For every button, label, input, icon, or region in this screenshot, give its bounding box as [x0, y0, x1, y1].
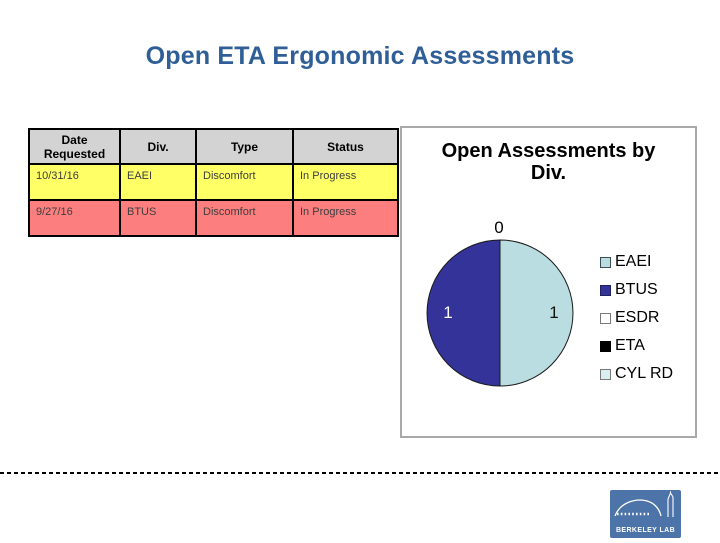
col-header-status: Status — [292, 128, 399, 165]
legend-item-eta: ETA — [600, 332, 673, 360]
legend-item-cyl-rd: CYL RD — [600, 360, 673, 388]
cell-status: In Progress — [292, 163, 399, 201]
pie-label-eaei: 1 — [549, 303, 558, 322]
legend-label: BTUS — [615, 281, 658, 298]
logo-text: BERKELEY LAB — [616, 527, 675, 534]
cell-type: Discomfort — [195, 163, 294, 201]
pie-chart-panel: Open Assessments by Div. 0 1 1 EAEI BTUS… — [400, 126, 697, 438]
legend-item-eaei: EAEI — [600, 248, 673, 276]
cell-type: Discomfort — [195, 199, 294, 237]
col-header-type: Type — [195, 128, 294, 165]
page-title: Open ETA Ergonomic Assessments — [145, 42, 575, 70]
pie-label-btus: 1 — [443, 303, 452, 322]
footer-divider — [0, 472, 720, 474]
legend-item-esdr: ESDR — [600, 304, 673, 332]
pie-slice-btus — [426, 239, 501, 387]
legend-label: CYL RD — [615, 365, 674, 382]
tower-outline — [667, 491, 674, 517]
legend-label: ETA — [615, 337, 645, 354]
cell-date: 9/27/16 — [28, 199, 121, 237]
legend-swatch-eta — [600, 340, 611, 352]
pie-chart: 0 1 1 — [426, 218, 574, 387]
dome-outline — [614, 499, 662, 517]
cell-div: BTUS — [119, 199, 197, 237]
berkeley-lab-logo: BERKELEY LAB — [610, 490, 681, 538]
chart-title: Open Assessments by Div. — [441, 140, 656, 184]
legend-swatch-esdr — [600, 312, 611, 324]
legend-swatch-cyl-rd — [600, 368, 611, 380]
cell-div: EAEI — [119, 163, 197, 201]
cell-date: 10/31/16 — [28, 163, 121, 201]
legend-label: EAEI — [615, 253, 652, 270]
legend-swatch-eaei — [600, 256, 611, 268]
table-row: 9/27/16 BTUS Discomfort In Progress — [28, 199, 399, 237]
pie-slice-eaei — [499, 239, 574, 387]
chart-legend: EAEI BTUS ESDR ETA CYL RD — [600, 248, 673, 388]
legend-label: ESDR — [615, 309, 660, 326]
cell-status: In Progress — [292, 199, 399, 237]
col-header-div: Div. — [119, 128, 197, 165]
table-row: 10/31/16 EAEI Discomfort In Progress — [28, 163, 399, 201]
table-header-row: Date Requested Div. Type Status — [28, 128, 399, 165]
col-header-date-requested: Date Requested — [28, 128, 121, 165]
pie-label-zero: 0 — [494, 218, 503, 237]
assessments-table: Date Requested Div. Type Status 10/31/16… — [28, 128, 399, 237]
legend-swatch-btus — [600, 284, 611, 296]
legend-item-btus: BTUS — [600, 276, 673, 304]
berkeley-lab-logo-icon: BERKELEY LAB — [610, 490, 681, 538]
